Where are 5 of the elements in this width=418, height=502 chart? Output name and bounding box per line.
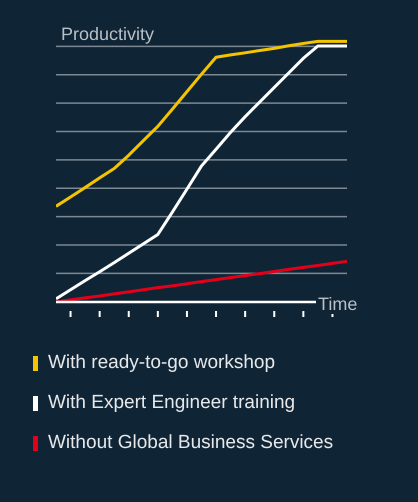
x-axis-title: Time	[316, 294, 360, 314]
legend-label: Without Global Business Services	[48, 432, 334, 454]
y-axis-title: Productivity	[59, 24, 156, 44]
legend-label: With Expert Engineer training	[48, 392, 296, 414]
legend-label: With ready-to-go workshop	[48, 352, 276, 374]
